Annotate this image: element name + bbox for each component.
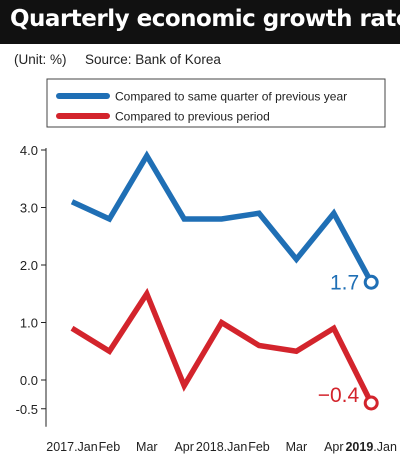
x-tick-label-2: Feb <box>99 440 121 454</box>
y-tick-label-6: -0.5 <box>16 402 38 417</box>
x-tick-label-6: Feb <box>248 440 270 454</box>
legend-label-2: Compared to previous period <box>115 110 270 124</box>
series-line-1 <box>70 150 374 284</box>
y-tick-label-4: 1.0 <box>20 316 38 331</box>
series-line-2 <box>70 287 374 405</box>
source-label: Source: Bank of Korea <box>85 52 221 67</box>
x-tick-label-4: Apr <box>174 440 193 454</box>
y-tick-label-5: 0.0 <box>20 373 38 388</box>
x-tick-label-3: Mar <box>136 440 158 454</box>
x-tick-label-5: 2018.Jan <box>196 440 247 454</box>
chart-title: Quarterly economic growth rate <box>10 6 400 32</box>
x-tick-label-8: Apr <box>324 440 343 454</box>
series-end-marker-2 <box>363 395 379 411</box>
y-tick-label-1: 4.0 <box>20 143 38 158</box>
series-end-marker-1 <box>363 274 379 290</box>
y-tick-label-2: 3.0 <box>20 201 38 216</box>
x-tick-label-7: Mar <box>286 440 308 454</box>
series-end-label-2: −0.4 <box>318 384 360 407</box>
y-tick-label-3: 2.0 <box>20 258 38 273</box>
title-bar <box>0 0 400 44</box>
series-end-label-1: 1.7 <box>330 271 359 294</box>
unit-label: (Unit: %) <box>14 52 67 67</box>
legend-label-1: Compared to same quarter of previous yea… <box>115 90 347 104</box>
x-tick-label-9: 2019.Jan <box>345 440 396 454</box>
x-tick-label-1: 2017.Jan <box>46 440 97 454</box>
